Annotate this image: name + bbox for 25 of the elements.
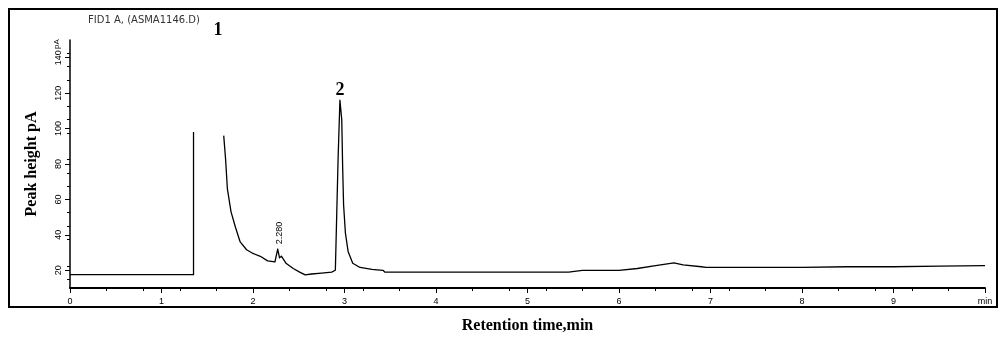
y-tick-label: 120 <box>52 85 63 101</box>
x-tick-label: 4 <box>433 295 439 306</box>
x-tick-label: 3 <box>341 295 348 306</box>
x-tick-label: min <box>977 295 993 306</box>
x-axis-title: Retention time,min <box>461 315 594 333</box>
y-tick-label: 140 <box>52 50 63 66</box>
y-tick-label: 80 <box>52 158 63 170</box>
y-axis-title: Peak height pA <box>21 111 40 217</box>
y-tick-label: 60 <box>52 194 63 205</box>
x-tick-label: 7 <box>707 295 714 306</box>
y-tick-label: 100 <box>52 121 63 137</box>
x-tick-label: 5 <box>524 295 531 306</box>
x-tick-label: 6 <box>616 295 622 306</box>
x-tick-label: 9 <box>890 295 897 306</box>
chart-subtitle: FID1 A, (ASMA1146.D) <box>88 13 201 25</box>
x-tick-label: 2 <box>250 295 256 306</box>
annotation: 2 <box>335 79 345 100</box>
annotation: 2.280 <box>273 221 284 245</box>
y-tick-label: 20 <box>52 265 63 276</box>
text: 1 <box>213 19 223 39</box>
x-tick-label: 1 <box>158 295 165 306</box>
y-tick-label: 40 <box>52 229 63 240</box>
x-tick-label: 0 <box>67 295 73 306</box>
x-tick-label: 8 <box>799 295 805 306</box>
text: pA <box>51 38 61 49</box>
